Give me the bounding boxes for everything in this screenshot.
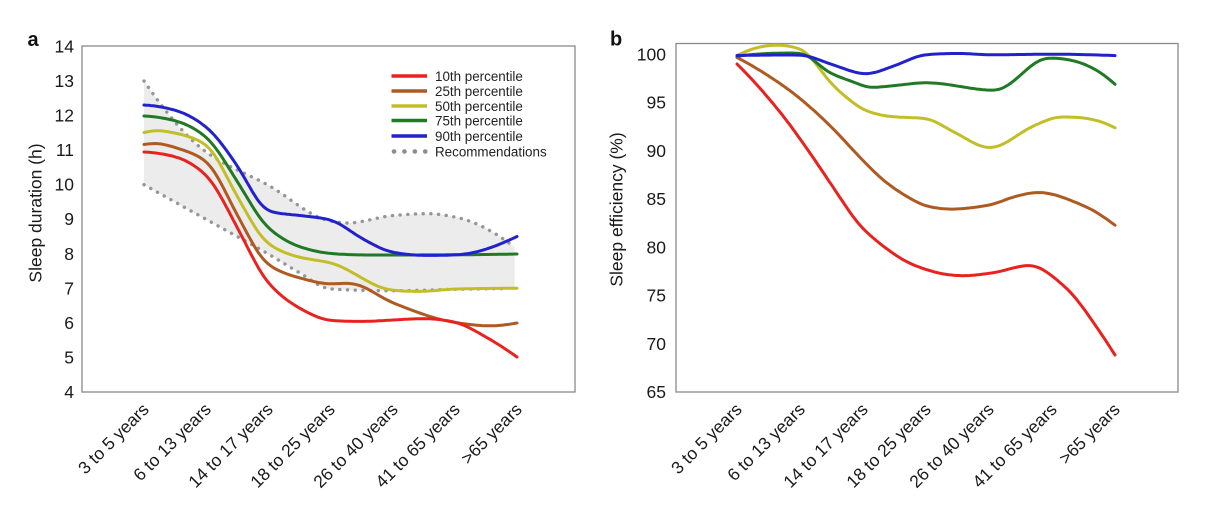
svg-text:Recommendations: Recommendations bbox=[435, 144, 547, 159]
svg-text:70: 70 bbox=[647, 334, 667, 354]
svg-text:65: 65 bbox=[647, 382, 666, 402]
svg-text:Sleep duration (h): Sleep duration (h) bbox=[26, 143, 46, 282]
svg-text:4: 4 bbox=[64, 382, 74, 402]
svg-text:a: a bbox=[28, 29, 40, 51]
svg-text:10: 10 bbox=[55, 175, 75, 195]
svg-text:5: 5 bbox=[64, 347, 74, 367]
svg-text:75: 75 bbox=[647, 286, 666, 306]
svg-text:25th percentile: 25th percentile bbox=[435, 84, 523, 99]
svg-text:b: b bbox=[610, 29, 622, 51]
svg-text:6: 6 bbox=[64, 313, 74, 333]
svg-text:75th percentile: 75th percentile bbox=[435, 113, 523, 128]
svg-text:11: 11 bbox=[56, 140, 74, 160]
svg-text:13: 13 bbox=[55, 71, 74, 91]
svg-text:12: 12 bbox=[55, 106, 74, 126]
svg-text:85: 85 bbox=[647, 189, 666, 209]
svg-text:100: 100 bbox=[637, 45, 666, 65]
svg-text:Sleep efficiency (%): Sleep efficiency (%) bbox=[607, 132, 627, 286]
svg-text:7: 7 bbox=[64, 278, 74, 298]
svg-text:14: 14 bbox=[55, 37, 75, 57]
svg-text:95: 95 bbox=[647, 93, 666, 113]
svg-text:50th percentile: 50th percentile bbox=[435, 99, 523, 114]
svg-text:10th percentile: 10th percentile bbox=[435, 69, 523, 84]
svg-text:9: 9 bbox=[64, 209, 74, 229]
svg-text:80: 80 bbox=[647, 237, 667, 257]
svg-text:8: 8 bbox=[64, 244, 74, 264]
svg-text:90: 90 bbox=[647, 141, 667, 161]
svg-text:90th percentile: 90th percentile bbox=[435, 129, 523, 144]
